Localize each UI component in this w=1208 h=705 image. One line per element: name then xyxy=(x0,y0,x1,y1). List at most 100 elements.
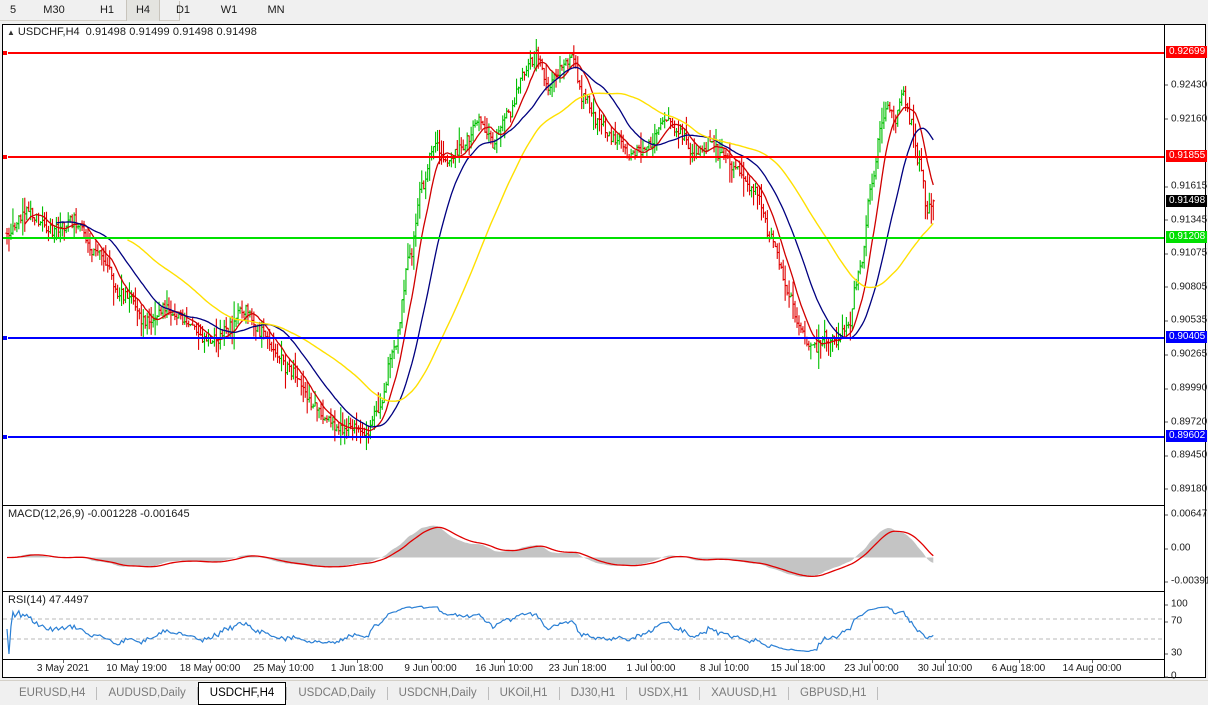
chart-ohlc-values: 0.91498 0.91499 0.91498 0.91498 xyxy=(85,26,257,38)
price-tag-0.91855[interactable]: 0.91855 xyxy=(1166,150,1208,163)
price-tick-0.90265: 0.90265 xyxy=(1165,349,1207,360)
price-tick-0.90805: 0.90805 xyxy=(1165,281,1207,292)
tab-divider xyxy=(196,687,198,700)
rsi-tick-70: 70 xyxy=(1165,616,1182,627)
timeframe-h1[interactable]: H1 xyxy=(99,4,115,16)
time-label-1: 10 May 19:00 xyxy=(106,663,167,674)
price-tick-0.90535: 0.90535 xyxy=(1165,315,1207,326)
price-tick-0.91615: 0.91615 xyxy=(1165,181,1207,192)
price-tick-0.89180: 0.89180 xyxy=(1165,483,1207,494)
price-tag-0.89602[interactable]: 0.89602 xyxy=(1166,430,1208,443)
chart-tab-bar: EURUSD,H4 AUDUSD,Daily USDCHF,H4 USDCAD,Dai… xyxy=(0,680,1208,705)
chart-tab-usdchf-h4[interactable]: USDCHF,H4 xyxy=(197,682,287,705)
price-chart-pane[interactable] xyxy=(3,39,1164,505)
time-label-7: 23 Jun 18:00 xyxy=(548,663,607,674)
price-scale[interactable]: 0.92430 0.92160 0.91615 0.91345 0.91075 0.908… xyxy=(1164,25,1208,682)
level-line-0.91208[interactable] xyxy=(3,236,1164,239)
chart-symbol-label: USDCHF,H4 xyxy=(17,26,80,38)
chart-tab-audusd-daily[interactable]: AUDUSD,Daily xyxy=(108,687,186,699)
time-tick xyxy=(724,660,726,663)
price-tag-0.91498[interactable]: 0.91498 xyxy=(1166,194,1208,207)
chart-tab-xauusd-h1[interactable]: XAUUSD,H1 xyxy=(711,687,777,699)
level-line-0.90405[interactable] xyxy=(3,334,1164,341)
price-tick-0.91075: 0.91075 xyxy=(1165,248,1207,259)
chart-tab-usdcad-daily[interactable]: USDCAD,Daily xyxy=(298,687,376,699)
tab-divider xyxy=(286,687,288,700)
price-tick-0.89990: 0.89990 xyxy=(1165,383,1207,394)
time-label-3: 25 May 10:00 xyxy=(253,663,314,674)
macd-tick-0.00647: 0.00647 xyxy=(1165,509,1207,520)
level-handle[interactable] xyxy=(3,334,8,341)
time-tick xyxy=(357,660,358,663)
level-line-0.92699[interactable] xyxy=(3,49,1164,56)
macd-pane[interactable]: MACD(12,26,9) -0.001228 -0.001645 xyxy=(3,506,1164,591)
toolbar-separator xyxy=(179,1,180,20)
time-label-5: 9 Jun 00:00 xyxy=(404,663,457,674)
rsi-pane[interactable]: RSI(14) 47.4497 xyxy=(3,592,1164,660)
level-handle[interactable] xyxy=(3,434,8,441)
macd-canvas xyxy=(6,525,934,578)
price-chart-canvas xyxy=(5,39,935,451)
chart-tab-usdx-h1[interactable]: USDX,H1 xyxy=(638,687,689,699)
tab-divider xyxy=(96,687,98,700)
time-tick xyxy=(210,660,211,663)
time-tick xyxy=(798,660,799,663)
rsi-tick-30: 30 xyxy=(1165,648,1182,659)
time-tick xyxy=(63,660,64,663)
price-tick-0.92430: 0.92430 xyxy=(1165,79,1207,90)
timeframe-5[interactable]: 5 xyxy=(9,4,17,16)
rsi-tick-100: 100 xyxy=(1165,599,1188,610)
triangle-up-icon[interactable]: ▲ xyxy=(7,28,15,37)
toolbar-empty-area xyxy=(180,0,1208,21)
chart-tab-gbpusd-h1[interactable]: GBPUSD,H1 xyxy=(800,687,867,699)
timeframe-m30[interactable]: M30 xyxy=(43,4,65,16)
chart-tab-dj30-h1[interactable]: DJ30,H1 xyxy=(570,687,616,699)
level-line-0.89602[interactable] xyxy=(3,434,1164,441)
rsi-canvas xyxy=(3,605,1164,655)
timeframe-w1[interactable]: W1 xyxy=(220,4,238,16)
level-handle[interactable] xyxy=(3,49,8,56)
time-scale[interactable]: 3 May 2021 10 May 19:00 18 May 00:00 25 May… xyxy=(3,659,1164,677)
tab-divider xyxy=(877,687,879,700)
timeframe-h4[interactable]: H4 xyxy=(126,0,160,21)
tab-divider xyxy=(699,687,701,700)
time-label-8: 1 Jul 00:00 xyxy=(626,663,676,674)
price-tag-0.92699[interactable]: 0.92699 xyxy=(1166,45,1208,58)
time-tick xyxy=(430,660,432,663)
time-tick xyxy=(1092,660,1093,663)
timeframe-mn[interactable]: MN xyxy=(267,4,285,16)
tab-divider xyxy=(558,687,560,700)
time-label-11: 23 Jul 00:00 xyxy=(844,663,899,674)
pane-divider-macd xyxy=(3,505,1164,506)
price-tick-0.89450: 0.89450 xyxy=(1165,450,1207,461)
chart-tab-usdcnh-daily[interactable]: USDCNH,Daily xyxy=(398,687,477,699)
tab-divider xyxy=(626,687,628,700)
price-tag-0.90405[interactable]: 0.90405 xyxy=(1166,330,1208,343)
chart-tab-eurusd-h4[interactable]: EURUSD,H4 xyxy=(19,687,86,699)
pane-divider-rsi xyxy=(3,591,1164,592)
macd-label: MACD(12,26,9) -0.001228 -0.001645 xyxy=(8,508,190,520)
time-tick xyxy=(1018,660,1020,663)
time-label-4: 1 Jun 18:00 xyxy=(330,663,384,674)
chart-tab-ukoil-h1[interactable]: UKOil,H1 xyxy=(499,687,548,699)
tab-divider xyxy=(487,687,489,700)
time-tick xyxy=(871,660,873,663)
time-label-14: 14 Aug 00:00 xyxy=(1062,663,1122,674)
time-label-2: 18 May 00:00 xyxy=(179,663,241,674)
time-label-6: 16 Jun 10:00 xyxy=(475,663,533,674)
price-tick-0.92160: 0.92160 xyxy=(1165,113,1207,124)
time-label-12: 30 Jul 10:00 xyxy=(917,663,973,674)
macd-tick-0.00: 0.00 xyxy=(1165,543,1190,554)
level-line-0.91855[interactable] xyxy=(3,154,1164,161)
chart-window: ▲ USDCHF,H4 0.91498 0.91499 0.91498 0.9149… xyxy=(2,24,1208,682)
timeframe-d1[interactable]: D1 xyxy=(175,4,191,16)
rsi-tick-0: 0 xyxy=(1165,671,1177,682)
time-tick xyxy=(504,660,505,663)
level-handle[interactable] xyxy=(3,154,8,161)
price-tick-0.89720: 0.89720 xyxy=(1165,416,1207,427)
price-tag-0.91208[interactable]: 0.91208 xyxy=(1166,230,1208,243)
time-label-0: 3 May 2021 xyxy=(36,663,90,674)
rsi-label: RSI(14) 47.4497 xyxy=(8,594,89,606)
time-label-10: 15 Jul 18:00 xyxy=(770,663,826,674)
